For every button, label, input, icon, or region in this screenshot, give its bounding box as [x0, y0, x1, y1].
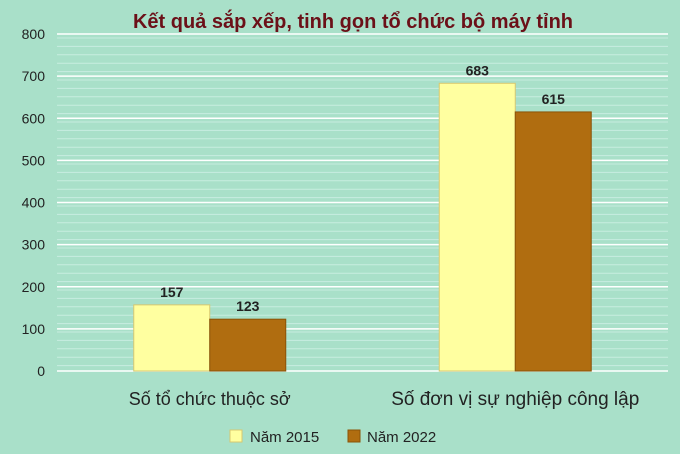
- bar-value-label: 683: [466, 62, 490, 78]
- legend-label: Năm 2022: [367, 429, 436, 446]
- bar-value-label: 157: [160, 284, 184, 300]
- bar-value-label: 123: [236, 298, 260, 314]
- y-tick-label: 400: [22, 195, 46, 211]
- y-tick-label: 500: [22, 152, 46, 168]
- legend-swatch: [229, 429, 243, 443]
- bar: [133, 304, 211, 372]
- legend-label: Năm 2015: [250, 429, 319, 446]
- y-tick-label: 600: [22, 110, 46, 126]
- category-label: Số tổ chức thuộc sở: [129, 389, 291, 409]
- bar: [514, 111, 592, 372]
- chart-title: Kết quả sắp xếp, tinh gọn tổ chức bộ máy…: [133, 9, 573, 33]
- bar: [209, 318, 287, 372]
- data-labels: 157 123 683 615: [160, 62, 565, 314]
- legend-swatch: [347, 429, 361, 443]
- bar: [438, 82, 516, 372]
- legend: Năm 2015 Năm 2022: [229, 429, 436, 446]
- y-tick-label: 0: [37, 363, 45, 379]
- bars: [133, 82, 592, 372]
- y-tick-label: 700: [22, 68, 46, 84]
- y-tick-label: 100: [22, 321, 46, 337]
- x-axis-categories: Số tổ chức thuộc sở Số đơn vị sự nghiệp c…: [129, 389, 640, 410]
- bar-value-label: 615: [542, 91, 566, 107]
- y-axis: 0 100 200 300 400 500 600 700 800: [22, 26, 46, 379]
- y-tick-label: 200: [22, 279, 46, 295]
- category-label: Số đơn vị sự nghiệp công lập: [391, 389, 639, 410]
- y-tick-label: 800: [22, 26, 46, 42]
- y-tick-label: 300: [22, 237, 46, 253]
